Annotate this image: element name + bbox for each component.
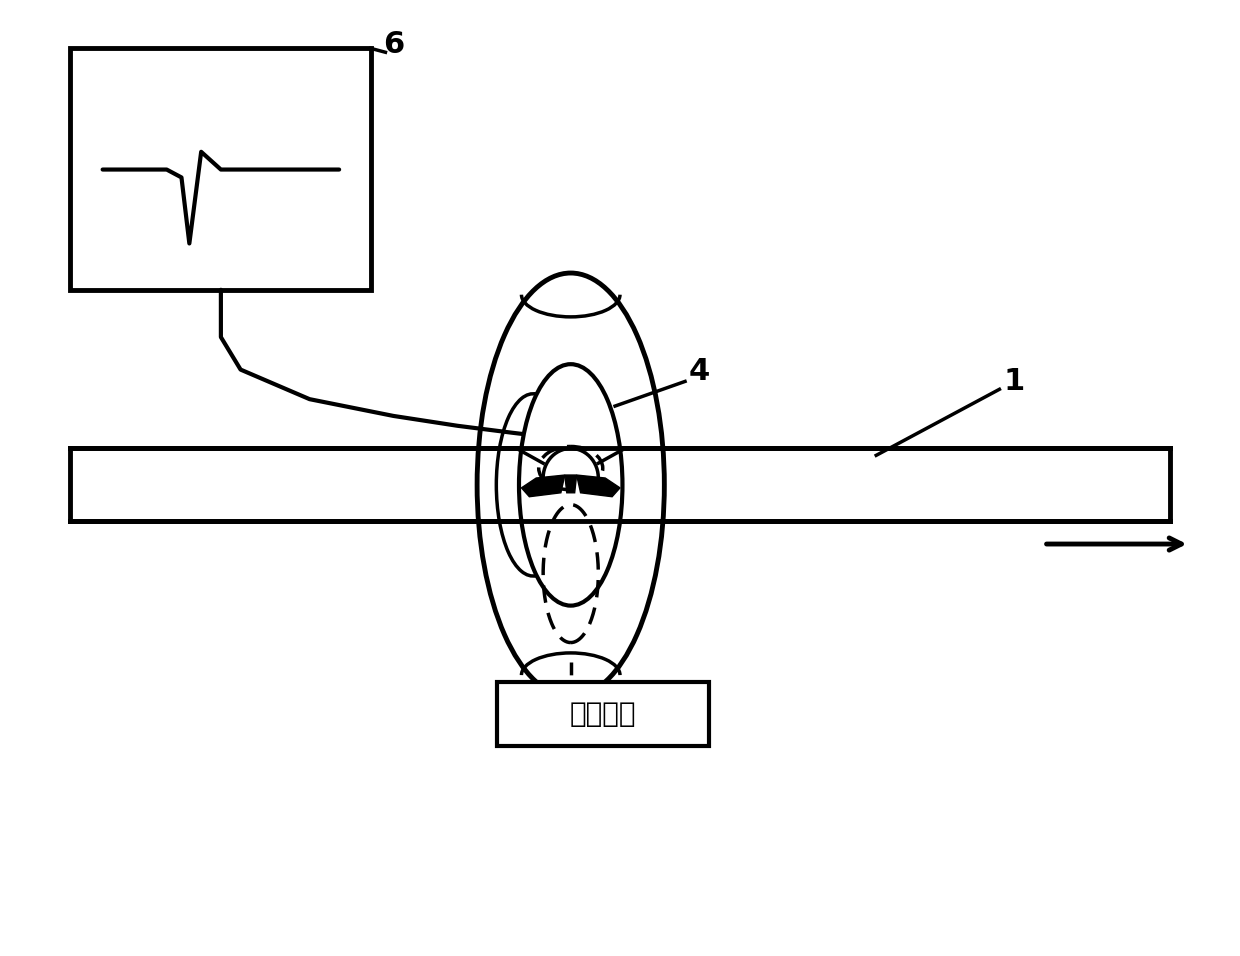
Bar: [71, 49, 371, 290]
Text: 1: 1: [1003, 367, 1024, 396]
Text: 4: 4: [688, 358, 709, 386]
Polygon shape: [522, 475, 564, 497]
Bar: [497, 682, 709, 746]
Polygon shape: [577, 475, 620, 497]
Text: 6: 6: [383, 30, 404, 59]
Bar: [71, 448, 1169, 521]
Ellipse shape: [477, 273, 665, 697]
Polygon shape: [564, 475, 577, 492]
Ellipse shape: [520, 364, 622, 605]
Text: 断芯缺陷: 断芯缺陷: [569, 700, 636, 728]
